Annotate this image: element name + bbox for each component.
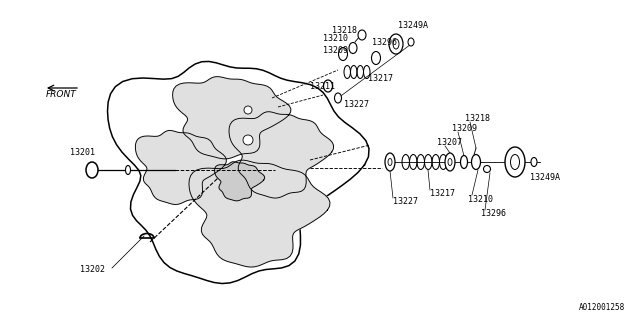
Polygon shape xyxy=(189,160,330,267)
Ellipse shape xyxy=(448,158,452,165)
Text: 13227: 13227 xyxy=(344,100,369,108)
Polygon shape xyxy=(214,162,264,201)
Ellipse shape xyxy=(349,43,357,53)
Text: 13210: 13210 xyxy=(323,34,348,43)
Text: 13227: 13227 xyxy=(393,197,418,206)
Ellipse shape xyxy=(244,106,252,114)
Text: 13209: 13209 xyxy=(452,124,477,132)
Text: 13217: 13217 xyxy=(368,74,393,83)
Text: FRONT: FRONT xyxy=(45,90,76,99)
Text: A012001258: A012001258 xyxy=(579,303,625,312)
Text: 13249A: 13249A xyxy=(398,20,428,29)
Ellipse shape xyxy=(445,153,455,171)
Text: 13211: 13211 xyxy=(310,82,335,91)
Ellipse shape xyxy=(461,156,467,169)
Ellipse shape xyxy=(408,38,414,46)
Text: 13218: 13218 xyxy=(465,114,490,123)
Text: 13217: 13217 xyxy=(430,189,455,198)
Ellipse shape xyxy=(335,93,342,103)
Text: 13207: 13207 xyxy=(437,138,462,147)
Polygon shape xyxy=(108,61,369,284)
Text: 13210: 13210 xyxy=(468,195,493,204)
Text: 13296: 13296 xyxy=(372,37,397,46)
Polygon shape xyxy=(173,77,291,159)
Ellipse shape xyxy=(358,30,366,40)
Ellipse shape xyxy=(388,158,392,165)
Polygon shape xyxy=(136,131,227,204)
Polygon shape xyxy=(229,112,333,198)
Ellipse shape xyxy=(393,39,399,49)
Text: 13296: 13296 xyxy=(481,210,506,219)
Ellipse shape xyxy=(389,34,403,54)
Text: 13218: 13218 xyxy=(332,26,357,35)
Ellipse shape xyxy=(505,147,525,177)
Ellipse shape xyxy=(472,155,481,170)
Ellipse shape xyxy=(371,52,381,65)
Text: 13201: 13201 xyxy=(70,148,95,156)
Text: 13249A: 13249A xyxy=(530,172,560,181)
Ellipse shape xyxy=(86,162,98,178)
Ellipse shape xyxy=(323,80,333,92)
Ellipse shape xyxy=(483,165,490,172)
Ellipse shape xyxy=(385,153,395,171)
Ellipse shape xyxy=(125,165,131,174)
Text: 13209: 13209 xyxy=(323,45,348,54)
Text: 13202: 13202 xyxy=(80,266,105,275)
Ellipse shape xyxy=(511,155,520,170)
Ellipse shape xyxy=(531,157,537,166)
Ellipse shape xyxy=(339,47,348,60)
Ellipse shape xyxy=(243,135,253,145)
